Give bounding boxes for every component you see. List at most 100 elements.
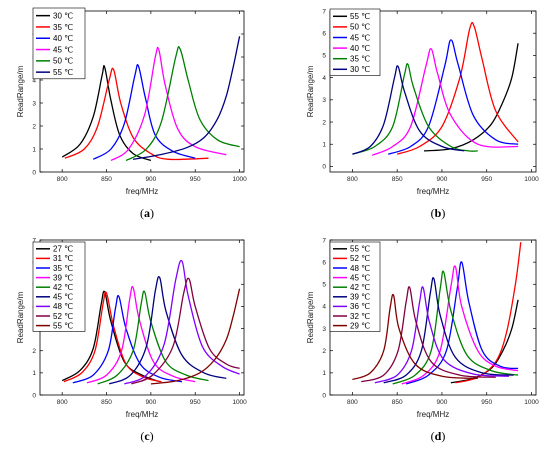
y-tick-label: 0 (322, 164, 326, 171)
x-tick-label: 1000 (524, 176, 539, 183)
series-line (108, 276, 227, 385)
x-tick-label: 950 (190, 399, 201, 406)
series-line (401, 265, 519, 385)
y-tick-label: 2 (322, 348, 326, 355)
x-tick-label: 950 (481, 176, 492, 183)
y-axis-label: ReadRange/m (16, 291, 25, 343)
y-tick-label: 1 (32, 146, 36, 153)
series-line (86, 285, 196, 384)
series-group (352, 21, 519, 156)
legend-entry: 55 ℃ (350, 12, 370, 21)
legend-entry: 31 ℃ (53, 254, 73, 263)
legend-entry: 40 ℃ (53, 34, 73, 43)
legend-box (32, 7, 86, 80)
x-tick-label: 1000 (232, 176, 247, 183)
x-tick-label: 850 (101, 399, 112, 406)
legend-entry: 45 ℃ (53, 45, 73, 54)
legend-entry: 45 ℃ (350, 33, 370, 42)
y-tick-label: 6 (322, 31, 326, 38)
series-line (124, 259, 240, 385)
y-tick-label: 4 (322, 304, 326, 311)
series-group (352, 242, 522, 385)
panel-caption: (a) (140, 206, 154, 220)
series-line (405, 261, 519, 385)
legend-entry: 40 ℃ (350, 44, 370, 53)
y-tick-label: 0 (32, 392, 36, 399)
x-tick-label: 850 (392, 399, 403, 406)
x-axis-label: freq/MHz (126, 187, 158, 196)
series-line (63, 291, 162, 383)
legend-entry: 29 ℃ (350, 321, 370, 330)
y-tick-label: 4 (322, 75, 326, 82)
legend-entry: 55 ℃ (350, 245, 370, 254)
x-tick-label: 800 (347, 176, 358, 183)
legend-entry: 45 ℃ (350, 273, 370, 282)
plot-frame (39, 10, 245, 173)
y-tick-label: 3 (322, 326, 326, 333)
series-group (61, 36, 241, 162)
series-line (423, 43, 519, 152)
x-tick-label: 800 (57, 399, 68, 406)
legend-entry: 35 ℃ (350, 55, 370, 64)
plot-frame (329, 10, 537, 173)
legend-entry: 55 ℃ (53, 68, 73, 77)
x-tick-label: 950 (481, 399, 492, 406)
series-line (133, 36, 241, 160)
series-line (131, 277, 240, 385)
y-tick-label: 3 (32, 100, 36, 107)
legend-entry: 42 ℃ (350, 283, 370, 292)
panel-caption: (c) (140, 429, 153, 443)
legend-entry: 55 ℃ (53, 321, 73, 330)
x-tick-label: 800 (57, 176, 68, 183)
x-axis-label: freq/MHz (417, 187, 449, 196)
series-line (383, 277, 514, 384)
series-line (150, 288, 241, 385)
x-tick-label: 1000 (524, 399, 539, 406)
series-line (64, 67, 209, 161)
legend-entry: 35 ℃ (53, 264, 73, 273)
x-tick-label: 850 (392, 176, 403, 183)
legend-entry: 39 ℃ (53, 273, 73, 282)
legend-entry: 42 ℃ (53, 283, 73, 292)
y-axis-label: ReadRange/m (306, 291, 315, 343)
series-line (125, 45, 240, 162)
x-tick-label: 900 (145, 176, 156, 183)
x-tick-label: 800 (347, 399, 358, 406)
chart-panel: 800850900950100001234567freq/MHzReadRang… (16, 237, 247, 443)
y-axis-label: ReadRange/m (16, 65, 25, 117)
series-line (392, 270, 519, 385)
x-tick-label: 850 (101, 176, 112, 183)
legend-box (329, 8, 381, 76)
series-line (361, 286, 496, 383)
y-tick-label: 5 (322, 282, 326, 289)
series-line (110, 46, 227, 162)
legend-entry: 32 ℃ (350, 312, 370, 321)
y-tick-label: 4 (32, 77, 36, 84)
y-tick-label: 1 (322, 142, 326, 149)
series-line (396, 21, 519, 155)
series-line (374, 286, 510, 384)
series-line (352, 63, 478, 155)
legend-entry: 35 ℃ (53, 23, 73, 32)
legend-entry: 52 ℃ (350, 254, 370, 263)
series-line (387, 39, 519, 155)
x-tick-label: 1000 (232, 399, 247, 406)
legend-entry: 30 ℃ (53, 11, 73, 20)
series-line (61, 64, 152, 162)
y-tick-label: 6 (322, 259, 326, 266)
y-tick-label: 1 (32, 370, 36, 377)
legend-entry: 50 ℃ (350, 23, 370, 32)
series-line (352, 293, 478, 381)
series-line (92, 64, 196, 160)
y-tick-label: 2 (322, 119, 326, 126)
legend-entry: 39 ℃ (350, 293, 370, 302)
legend-entry: 48 ℃ (53, 302, 73, 311)
y-tick-label: 0 (32, 169, 36, 176)
legend-entry: 52 ℃ (53, 312, 73, 321)
legend-entry: 48 ℃ (350, 264, 370, 273)
series-line (352, 65, 465, 155)
y-tick-label: 3 (322, 97, 326, 104)
series-group (61, 259, 241, 385)
